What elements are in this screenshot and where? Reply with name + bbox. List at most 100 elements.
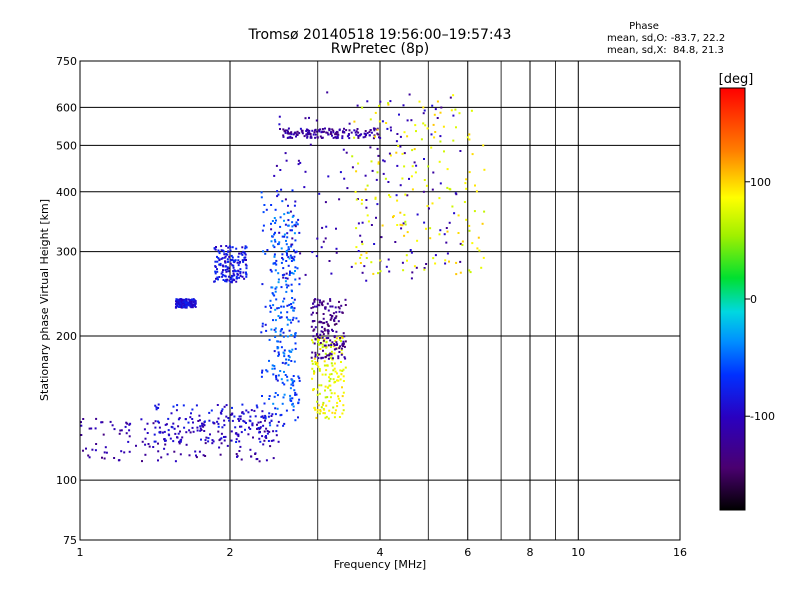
echo-point <box>278 353 280 356</box>
echo-point <box>332 312 335 315</box>
echo-point <box>294 225 297 228</box>
echo-point <box>259 426 262 429</box>
echo-point <box>355 246 358 249</box>
echo-point <box>249 428 252 430</box>
echo-point <box>331 305 334 308</box>
echo-point <box>129 422 132 425</box>
echo-point <box>413 148 416 151</box>
echo-point <box>285 272 288 275</box>
echo-point <box>326 302 329 305</box>
echo-point <box>292 309 295 312</box>
echo-point <box>241 246 244 249</box>
echo-point <box>263 402 266 405</box>
echo-point <box>190 305 193 307</box>
echo-point <box>333 362 336 365</box>
echo-point <box>361 271 364 274</box>
echo-point <box>251 422 254 425</box>
echo-point <box>318 130 321 133</box>
echo-point <box>317 404 320 407</box>
echo-point <box>475 190 478 193</box>
echo-point <box>283 213 286 216</box>
echo-point <box>465 187 468 190</box>
colorbar-ticks: 100 0 -100 <box>745 176 775 423</box>
echo-point <box>204 439 207 442</box>
echo-point <box>325 321 328 323</box>
echo-point <box>282 331 285 334</box>
echo-point <box>198 450 201 453</box>
echo-point <box>332 378 335 381</box>
echo-point <box>171 426 174 429</box>
echo-point <box>364 130 367 132</box>
echo-point <box>357 131 360 134</box>
echo-point <box>333 343 336 345</box>
echo-point <box>287 204 289 207</box>
echo-point <box>336 372 338 375</box>
echo-point <box>342 380 345 382</box>
echo-point <box>286 232 289 235</box>
echo-point <box>343 356 346 359</box>
echo-point <box>368 134 371 137</box>
echo-point <box>316 388 319 391</box>
echo-point <box>483 210 486 213</box>
echo-point <box>256 427 258 430</box>
echo-point <box>262 424 265 427</box>
echo-point <box>387 181 390 183</box>
echo-point <box>411 149 414 152</box>
echo-point <box>359 234 362 237</box>
echo-point <box>312 302 315 305</box>
echo-point <box>223 419 226 422</box>
echo-point <box>337 379 340 382</box>
echo-point <box>372 137 375 140</box>
echo-point <box>331 364 334 367</box>
echo-point <box>261 415 264 418</box>
echo-point <box>316 393 319 396</box>
echo-point <box>275 219 277 222</box>
echo-point <box>375 216 377 219</box>
echo-point <box>316 362 319 365</box>
echo-point <box>270 204 273 206</box>
echo-point <box>264 414 267 417</box>
echo-point <box>297 416 299 419</box>
echo-point <box>283 422 286 425</box>
echo-point <box>261 395 263 397</box>
echo-point <box>277 281 280 284</box>
echo-point <box>288 257 291 260</box>
echo-point <box>274 319 277 322</box>
echo-point <box>173 450 176 453</box>
echo-point <box>261 229 264 232</box>
echo-point <box>281 361 284 364</box>
echo-point <box>185 301 188 304</box>
data-points <box>80 91 486 463</box>
echo-point <box>292 316 295 319</box>
echo-point <box>224 280 227 283</box>
echo-point <box>235 438 238 441</box>
echo-point <box>298 132 301 135</box>
echo-point <box>271 364 274 367</box>
echo-point <box>259 440 262 443</box>
echo-point <box>216 276 219 279</box>
echo-point <box>293 132 296 135</box>
echo-point <box>189 431 192 434</box>
echo-point <box>285 290 288 293</box>
echo-point <box>281 235 284 238</box>
echo-point <box>330 272 333 275</box>
x-tick-label: 1 <box>77 546 84 559</box>
echo-point <box>294 419 297 422</box>
echo-point <box>276 195 279 198</box>
echo-point <box>279 169 282 171</box>
echo-point <box>376 128 379 131</box>
echo-point <box>321 343 324 346</box>
echo-point <box>261 322 264 325</box>
echo-point <box>318 412 321 415</box>
echo-point <box>154 440 157 443</box>
echo-point <box>404 193 407 196</box>
echo-point <box>315 255 318 258</box>
echo-point <box>316 298 319 301</box>
echo-point <box>297 159 300 162</box>
echo-point <box>465 178 468 181</box>
echo-point <box>226 253 229 256</box>
echo-point <box>219 262 222 265</box>
echo-point <box>353 136 356 139</box>
echo-point <box>266 370 269 373</box>
echo-point <box>343 131 345 133</box>
